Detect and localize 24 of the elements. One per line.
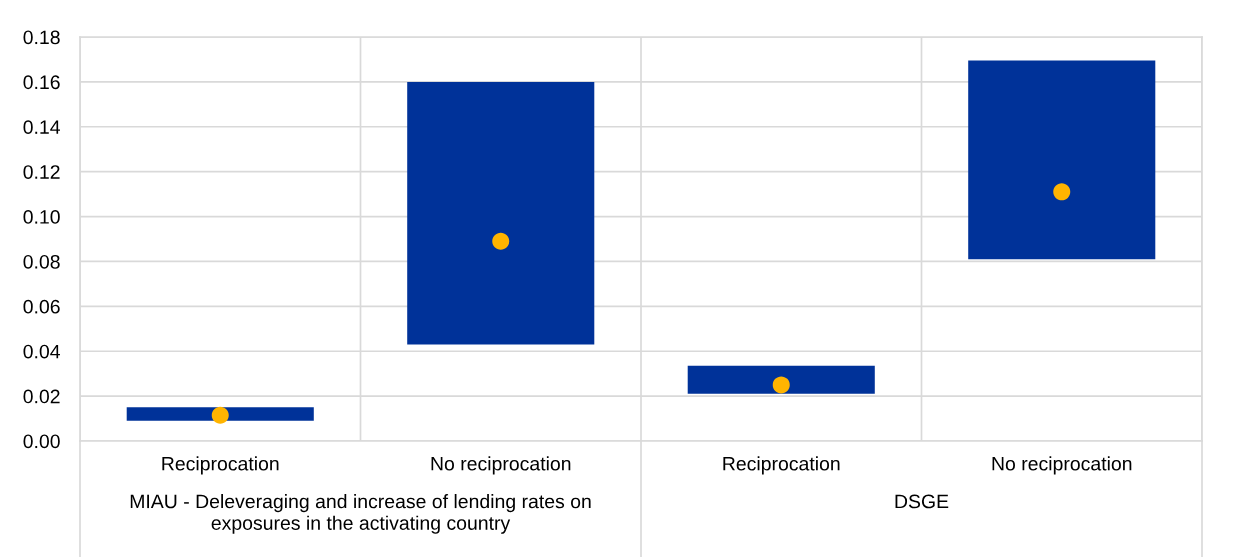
point (211, 406, 229, 424)
y-tick-label: 0.16 (23, 75, 60, 90)
point (772, 376, 790, 394)
y-tick-label: 0.06 (23, 299, 60, 314)
y-tick-label: 0.02 (23, 389, 60, 404)
x-tick-label: No reciprocation (992, 456, 1132, 475)
y-tick-label: 0.12 (23, 165, 60, 179)
bar (687, 365, 875, 394)
text: MIAU - Deleveraging and increase of lending rates on exposures in the activating country (130, 494, 591, 534)
x-tick-label: Reciprocation (162, 456, 279, 475)
y-tick-label: 0.00 (23, 434, 60, 449)
text: DSGE (895, 494, 949, 509)
y-tick-label: 0.18 (23, 30, 60, 45)
point (1053, 183, 1071, 201)
y-tick-label: 0.04 (23, 344, 60, 359)
bar (126, 407, 314, 421)
x-tick-label: No reciprocation (431, 456, 571, 475)
x-tick-label: Reciprocation (723, 456, 840, 475)
bar (968, 60, 1156, 260)
point (492, 232, 510, 250)
y-tick-label: 0.14 (23, 120, 60, 135)
y-tick-label: 0.08 (23, 254, 60, 269)
y-tick-label: 0.10 (23, 210, 60, 224)
bar (407, 81, 595, 345)
